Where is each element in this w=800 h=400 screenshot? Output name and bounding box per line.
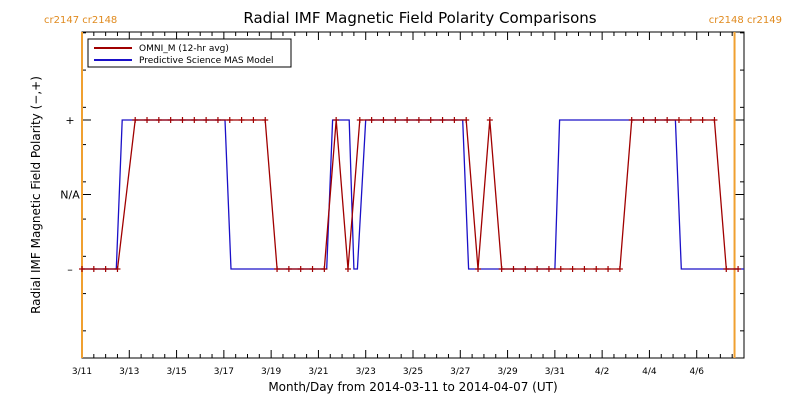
- chart-title: Radial IMF Magnetic Field Polarity Compa…: [243, 9, 596, 27]
- omni-marker: [356, 117, 363, 123]
- x-tick-label: 4/6: [689, 367, 704, 377]
- omni-marker: [675, 117, 682, 123]
- omni-marker: [392, 117, 399, 123]
- legend-label: Predictive Science MAS Model: [139, 56, 274, 66]
- x-tick-label: 4/4: [642, 367, 657, 377]
- omni-marker: [404, 117, 411, 123]
- omni-line: [82, 119, 739, 270]
- omni-marker: [179, 117, 186, 123]
- mas-model-line: [82, 119, 744, 270]
- omni-marker: [486, 117, 493, 123]
- legend-label: OMNI_M (12-hr avg): [139, 44, 229, 54]
- omni-marker: [262, 117, 269, 123]
- omni-marker: [226, 117, 233, 123]
- omni-marker: [79, 266, 85, 272]
- omni-marker: [735, 266, 742, 272]
- carrington-label: cr2147 cr2148: [44, 15, 117, 26]
- x-tick-label: 3/21: [308, 367, 328, 377]
- x-tick-label: 3/13: [119, 367, 139, 377]
- omni-marker: [534, 266, 541, 272]
- omni-marker: [711, 117, 718, 123]
- legend-box: [87, 38, 292, 68]
- omni-marker: [114, 266, 121, 272]
- omni-marker: [652, 117, 659, 123]
- omni-marker: [90, 266, 97, 272]
- omni-marker: [557, 266, 564, 272]
- x-tick-label: 4/2: [595, 367, 609, 377]
- omni-marker: [102, 266, 109, 272]
- omni-marker: [545, 266, 552, 272]
- x-tick-label: 3/15: [166, 367, 186, 377]
- x-tick-label: 3/23: [356, 367, 376, 377]
- y-tick-label: –: [67, 263, 73, 276]
- y-tick-label: N/A: [60, 189, 80, 202]
- omni-marker: [616, 266, 623, 272]
- omni-marker: [380, 117, 387, 123]
- x-axis-label: Month/Day from 2014-03-11 to 2014-04-07 …: [268, 380, 557, 394]
- omni-marker: [238, 117, 245, 123]
- omni-marker: [155, 117, 162, 123]
- x-tick-label: 3/27: [450, 367, 470, 377]
- omni-marker: [309, 266, 316, 272]
- series-layer: [79, 117, 744, 272]
- omni-marker: [427, 117, 434, 123]
- omni-marker: [451, 117, 458, 123]
- omni-marker: [344, 266, 351, 272]
- omni-marker: [250, 117, 257, 123]
- omni-marker: [510, 266, 517, 272]
- omni-marker: [498, 266, 505, 272]
- y-axis-label: Radial IMF Magnetic Field Polarity (−,+): [29, 76, 43, 314]
- omni-marker: [664, 117, 671, 123]
- x-tick-label: 3/19: [261, 367, 281, 377]
- omni-marker: [214, 117, 221, 123]
- omni-marker: [593, 266, 600, 272]
- x-tick-label: 3/25: [403, 367, 423, 377]
- omni-marker: [415, 117, 422, 123]
- omni-marker: [628, 117, 635, 123]
- y-tick-labels: + N/A –: [60, 114, 80, 276]
- omni-marker: [285, 266, 292, 272]
- omni-marker: [167, 117, 174, 123]
- omni-marker: [191, 117, 198, 123]
- omni-marker: [687, 117, 694, 123]
- omni-marker: [522, 266, 529, 272]
- omni-marker: [723, 266, 730, 272]
- axis-ticks: [81, 32, 744, 358]
- omni-marker: [463, 117, 470, 123]
- omni-marker: [144, 117, 151, 123]
- x-tick-label: 3/31: [545, 367, 565, 377]
- plot-frame: [81, 31, 745, 359]
- x-tick-label: 3/11: [72, 367, 92, 377]
- omni-marker: [132, 117, 139, 123]
- carrington-lines: [81, 32, 736, 358]
- omni-marker: [321, 266, 328, 272]
- carrington-labels: cr2147 cr2148 cr2148 cr2149: [44, 15, 782, 26]
- x-tick-label: 3/29: [497, 367, 517, 377]
- omni-marker: [605, 266, 612, 272]
- omni-marker: [203, 117, 210, 123]
- legend: OMNI_M (12-hr avg) Predictive Science MAS…: [87, 38, 292, 68]
- omni-marker: [439, 117, 446, 123]
- omni-marker: [475, 266, 482, 272]
- x-tick-labels: 3/11 3/13 3/15 3/17 3/19 3/21 3/23 3/25 3/27 3/29…: [72, 367, 704, 377]
- carrington-label: cr2148 cr2149: [709, 15, 782, 26]
- omni-marker: [333, 117, 340, 123]
- omni-marker: [569, 266, 576, 272]
- omni-marker: [581, 266, 588, 272]
- omni-marker: [368, 117, 375, 123]
- omni-marker: [699, 117, 706, 123]
- y-tick-label: +: [65, 114, 74, 127]
- omni-marker: [640, 117, 647, 123]
- omni-marker: [297, 266, 304, 272]
- omni-marker: [274, 266, 281, 272]
- x-tick-label: 3/17: [214, 367, 234, 377]
